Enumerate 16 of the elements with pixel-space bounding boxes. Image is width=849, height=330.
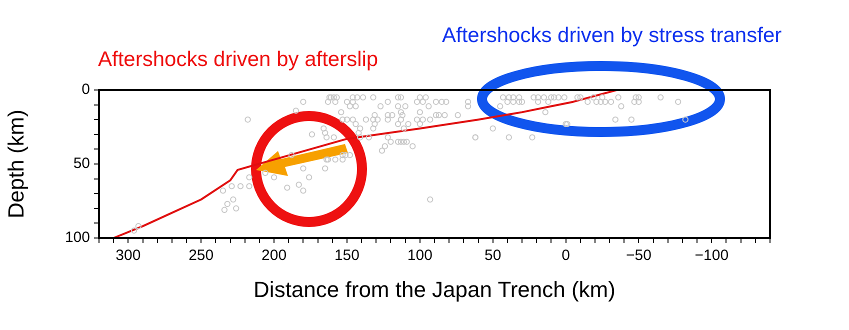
y-tick-label: 100: [64, 229, 90, 246]
text: Aftershocks driven by stress transfer: [442, 24, 782, 48]
x-tick-label: 50: [484, 247, 502, 264]
y-tick-label: 0: [82, 81, 90, 98]
x-tick-label: 0: [562, 247, 570, 264]
x-tick-label: −50: [626, 247, 652, 264]
x-axis-title: Distance from the Japan Trench (km): [254, 276, 616, 302]
x-tick-label: 100: [407, 247, 432, 264]
x-tick-label: 300: [116, 247, 141, 264]
y-axis-title: Depth (km): [3, 110, 28, 218]
text: Aftershocks driven by afterslip: [98, 48, 378, 72]
x-tick-label: 250: [188, 247, 214, 264]
x-tick-label: 150: [334, 247, 360, 264]
x-tick-label: −100: [694, 247, 729, 264]
y-tick-label: 50: [73, 155, 90, 172]
x-tick-label: 200: [262, 247, 287, 264]
